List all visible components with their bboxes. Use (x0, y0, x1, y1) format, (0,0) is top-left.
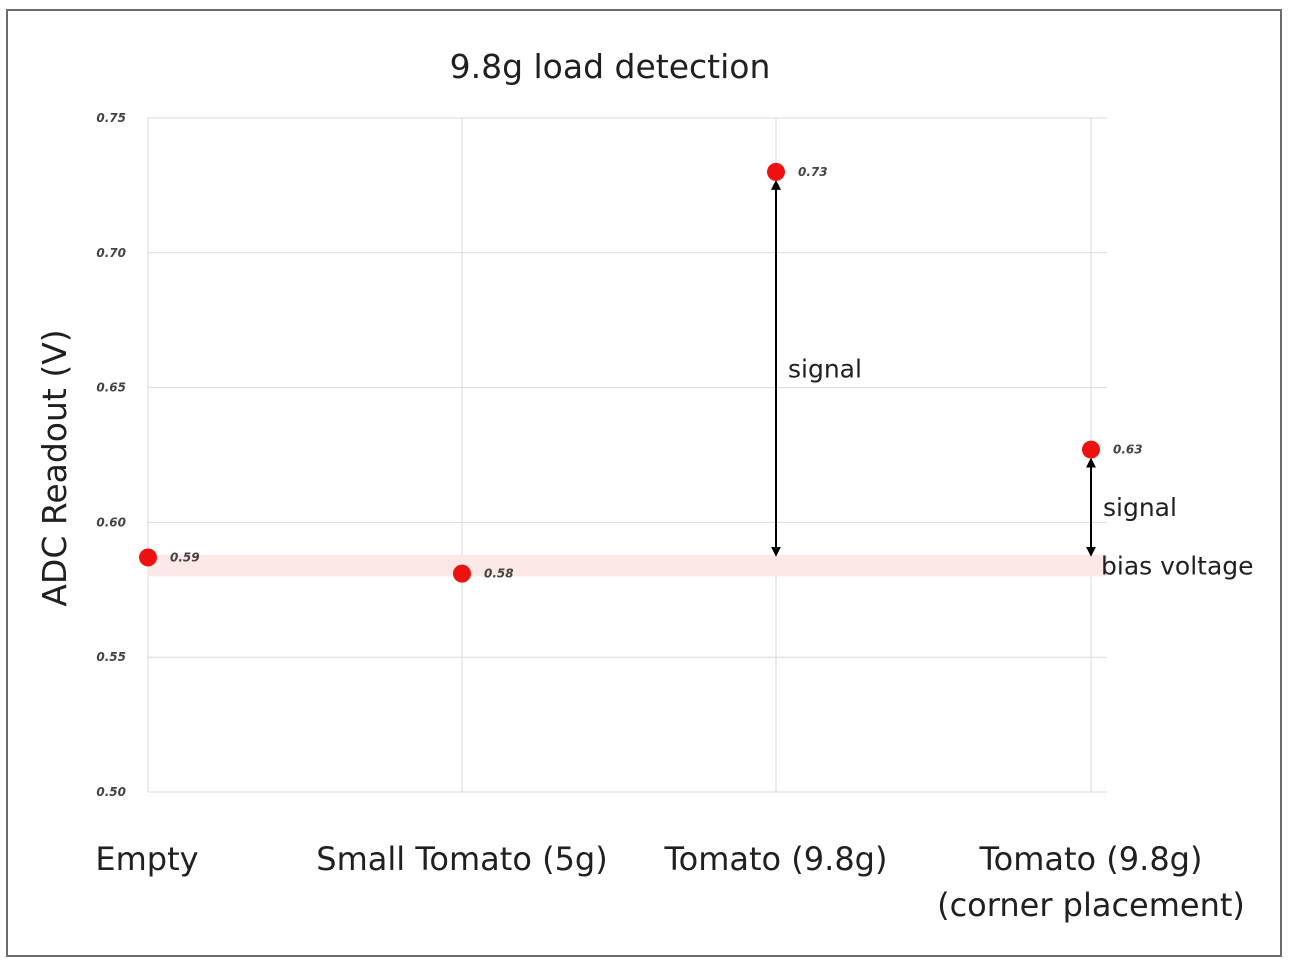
y-tick-label: 0.50 (96, 785, 126, 799)
y-tick-label: 0.75 (96, 111, 126, 125)
bias-voltage-band (148, 554, 1107, 577)
x-category-label-line: Tomato (9.8g) (979, 840, 1203, 878)
signal-label: signal (1103, 493, 1177, 522)
data-point[interactable] (767, 162, 785, 181)
x-category-label: Tomato (9.8g) (corner placement) (937, 840, 1245, 924)
x-category-label: Tomato (9.8g) (664, 840, 888, 878)
y-tick-label: 0.65 (96, 381, 126, 395)
data-label: 0.63 (1113, 443, 1143, 457)
x-category-label: Small Tomato (5g) (316, 840, 607, 878)
bias-voltage-label: bias voltage (1101, 552, 1254, 581)
data-point[interactable] (1082, 440, 1100, 459)
data-label: 0.58 (484, 567, 514, 581)
x-category-label: Empty (95, 840, 198, 878)
signal-label: signal (788, 354, 862, 383)
data-point[interactable] (453, 564, 471, 583)
chart-frame (6, 9, 1282, 957)
chart-title: 9.8g load detection (450, 47, 771, 86)
x-category-label-line: Empty (95, 840, 198, 878)
data-label: 0.73 (798, 165, 828, 179)
plot-area: 0.50 0.55 0.60 0.65 0.70 0.75 bias voltage sign… (95, 111, 1253, 924)
y-tick-label: 0.55 (96, 650, 126, 664)
x-category-label-line: (corner placement) (937, 886, 1245, 924)
y-axis-label: ADC Readout (V) (35, 329, 74, 606)
y-tick-label: 0.70 (96, 246, 126, 260)
data-label: 0.59 (170, 550, 200, 564)
x-category-label-line: Small Tomato (5g) (316, 840, 607, 878)
data-point[interactable] (139, 548, 157, 567)
x-category-label-line: Tomato (9.8g) (664, 840, 888, 878)
y-tick-label: 0.60 (96, 515, 126, 529)
